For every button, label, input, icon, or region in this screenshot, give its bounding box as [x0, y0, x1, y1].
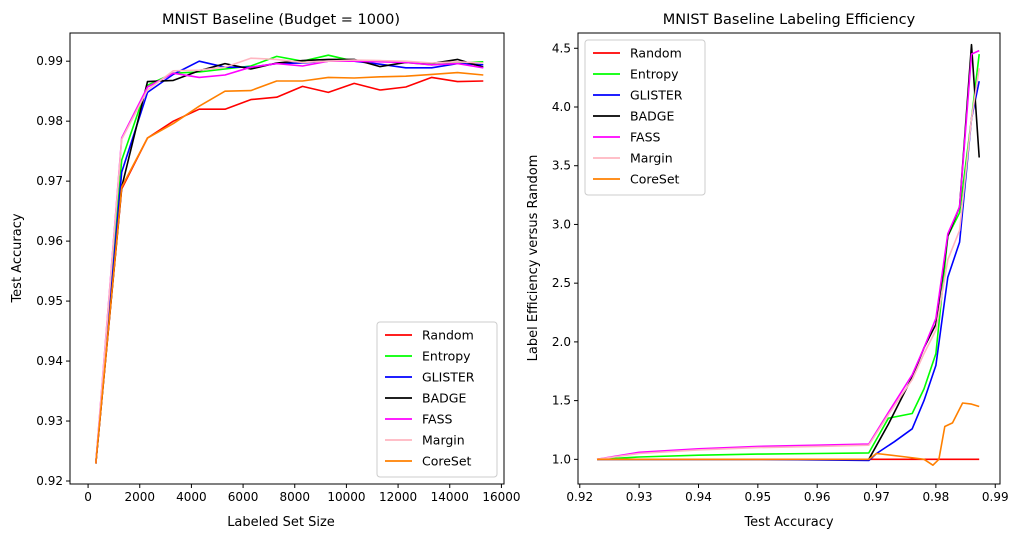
plot-frame — [69, 32, 505, 485]
y-tick-label: 0.97 — [36, 174, 63, 188]
legend-label: CoreSet — [422, 454, 472, 469]
x-tick-label: 0.98 — [923, 490, 950, 504]
y-tick-label: 3.0 — [552, 217, 571, 231]
y-axis-label: Test Accuracy — [10, 213, 25, 303]
chart-title: MNIST Baseline Labeling Efficiency — [663, 12, 916, 28]
x-tick-label: 0.92 — [566, 490, 593, 504]
legend-box — [584, 39, 706, 196]
y-tick-label: 4.0 — [552, 100, 571, 114]
legend-label: BADGE — [630, 109, 674, 124]
y-tick-label: 2.0 — [552, 335, 571, 349]
legend-label: Entropy — [630, 67, 679, 82]
x-tick-label: 2000 — [124, 490, 155, 504]
series-line-margin — [596, 68, 980, 461]
y-tick-label: 3.5 — [552, 159, 571, 173]
x-axis-label: Labeled Set Size — [227, 515, 335, 530]
y-tick-label: 1.5 — [552, 394, 571, 408]
series-line-coreset — [95, 71, 484, 464]
chart-label-efficiency: MNIST Baseline Labeling Efficiency Test … — [526, 12, 1009, 530]
series-line-fass — [596, 49, 980, 461]
x-tick-label: 6000 — [228, 490, 259, 504]
x-tick-label: 0.99 — [982, 490, 1009, 504]
series-line-entropy — [596, 54, 980, 461]
legend-label: Random — [630, 46, 682, 61]
x-tick-label: 12000 — [379, 490, 417, 504]
y-tick-label: 0.99 — [36, 54, 63, 68]
x-tick-label: 8000 — [279, 490, 310, 504]
series-lines — [95, 54, 484, 464]
x-tick-label: 0.96 — [804, 490, 831, 504]
x-tick-label: 16000 — [482, 490, 520, 504]
x-tick-label: 0.95 — [744, 490, 771, 504]
y-tick-label: 0.92 — [36, 474, 63, 488]
legend-label: Margin — [422, 433, 465, 448]
y-tick-label: 4.5 — [552, 41, 571, 55]
legend-label: GLISTER — [630, 88, 683, 103]
legend-label: GLISTER — [422, 370, 475, 385]
legend-label: FASS — [630, 130, 661, 145]
series-line-margin — [95, 57, 484, 464]
y-tick-label: 0.94 — [36, 354, 63, 368]
x-tick-label: 0 — [84, 490, 92, 504]
y-tick-label: 0.98 — [36, 114, 63, 128]
legend-label: BADGE — [422, 391, 466, 406]
ticks: 0.92 0.93 0.94 0.95 0.96 0.97 0.98 0.99 1.0 1.5 2.… — [552, 41, 1009, 504]
legend-label: FASS — [422, 412, 453, 427]
x-tick-label: 0.94 — [685, 490, 712, 504]
y-tick-label: 2.5 — [552, 276, 571, 290]
legend: Random Entropy GLISTER BADGE FASS Margin CoreS… — [376, 321, 498, 478]
legend-box — [376, 321, 498, 478]
y-tick-label: 0.95 — [36, 294, 63, 308]
plot-frame — [577, 32, 1001, 485]
legend-label: Entropy — [422, 349, 471, 364]
y-tick-label: 0.93 — [36, 414, 63, 428]
x-tick-label: 14000 — [431, 490, 469, 504]
chart-title: MNIST Baseline (Budget = 1000) — [162, 12, 400, 28]
y-tick-label: 0.96 — [36, 234, 63, 248]
x-tick-label: 0.97 — [863, 490, 890, 504]
legend: Random Entropy GLISTER BADGE FASS Margin CoreS… — [584, 39, 706, 196]
series-line-coreset — [597, 402, 980, 467]
x-tick-label: 4000 — [176, 490, 207, 504]
y-tick-label: 1.0 — [552, 452, 571, 466]
legend-label: Margin — [630, 151, 673, 166]
ticks: 0 2000 4000 6000 8000 10000 12000 14000 16000 0.9… — [36, 54, 520, 504]
legend-label: Random — [422, 328, 474, 343]
x-axis-label: Test Accuracy — [743, 515, 833, 530]
chart-accuracy-vs-labeled-size: MNIST Baseline (Budget = 1000) Labeled S… — [10, 12, 521, 530]
series-line-random — [95, 76, 484, 464]
series-lines — [596, 43, 980, 467]
legend-label: CoreSet — [630, 172, 680, 187]
x-tick-label: 0.93 — [626, 490, 653, 504]
series-line-glister — [95, 60, 484, 464]
x-tick-label: 10000 — [327, 490, 365, 504]
y-axis-label: Label Efficiency versus Random — [526, 155, 541, 362]
